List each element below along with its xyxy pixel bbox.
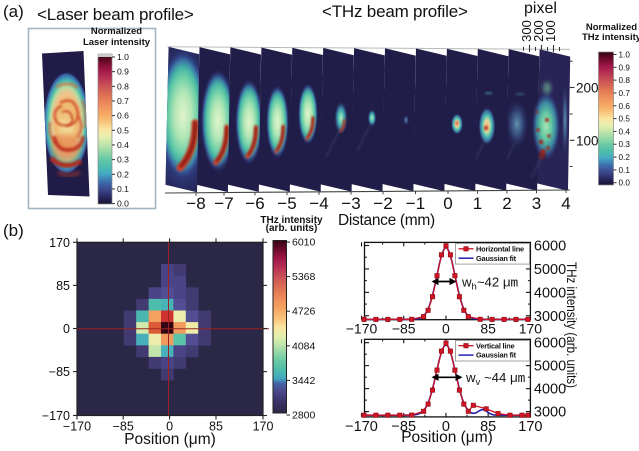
svg-text:THz intensity (arb. units): THz intensity (arb. units) <box>564 262 580 388</box>
svg-text:−85: −85 <box>113 420 134 434</box>
svg-text:−7: −7 <box>214 194 233 213</box>
svg-text:−6: −6 <box>245 194 264 213</box>
svg-text:0: 0 <box>442 321 450 337</box>
svg-text:200: 200 <box>531 20 546 42</box>
svg-text:100: 100 <box>543 20 558 42</box>
svg-text:6010: 6010 <box>292 237 316 249</box>
svg-text:0.1: 0.1 <box>117 184 129 194</box>
svg-text:85: 85 <box>56 279 70 293</box>
svg-text:0: 0 <box>443 194 452 213</box>
svg-text:0.6: 0.6 <box>619 102 631 111</box>
svg-text:5000: 5000 <box>534 262 566 278</box>
svg-text:3000: 3000 <box>534 405 566 421</box>
svg-text:1.0: 1.0 <box>619 51 631 60</box>
svg-text:−170: −170 <box>346 321 378 337</box>
svg-text:3442: 3442 <box>292 375 316 387</box>
svg-text:−85: −85 <box>392 321 416 337</box>
svg-text:4: 4 <box>561 194 570 213</box>
svg-text:1.0: 1.0 <box>117 52 129 62</box>
svg-text:0.5: 0.5 <box>619 115 631 124</box>
svg-text:170: 170 <box>519 321 543 337</box>
svg-text:3: 3 <box>532 194 541 213</box>
svg-text:−1: −1 <box>406 194 425 213</box>
svg-text:−170: −170 <box>63 420 91 434</box>
svg-text:0.3: 0.3 <box>619 140 631 149</box>
svg-text:3000: 3000 <box>534 309 566 325</box>
svg-text:0.4: 0.4 <box>619 127 631 136</box>
svg-text:−170: −170 <box>42 409 70 423</box>
svg-text:2: 2 <box>502 194 511 213</box>
svg-text:0.0: 0.0 <box>619 179 631 188</box>
svg-text:−3: −3 <box>341 194 360 213</box>
svg-text:0.9: 0.9 <box>619 63 631 72</box>
svg-text:−5: −5 <box>277 194 296 213</box>
svg-text:0.7: 0.7 <box>117 96 129 106</box>
svg-text:4084: 4084 <box>292 340 316 352</box>
svg-text:4726: 4726 <box>292 306 316 318</box>
svg-text:Gaussian fit: Gaussian fit <box>476 351 517 360</box>
svg-text:0.0: 0.0 <box>117 199 129 209</box>
svg-text:85: 85 <box>209 420 223 434</box>
svg-text:−170: −170 <box>345 419 378 435</box>
svg-text:0.2: 0.2 <box>619 153 631 162</box>
svg-text:0.6: 0.6 <box>117 111 129 121</box>
svg-text:−85: −85 <box>49 365 70 379</box>
svg-text:0: 0 <box>63 322 70 336</box>
svg-text:85: 85 <box>480 321 496 337</box>
svg-text:−2: −2 <box>373 194 392 213</box>
svg-text:0.2: 0.2 <box>117 169 129 179</box>
svg-text:0.1: 0.1 <box>619 166 631 175</box>
svg-text:wv ~44 µm: wv ~44 µm <box>465 370 526 388</box>
svg-text:4000: 4000 <box>534 382 566 398</box>
svg-text:Vertical line: Vertical line <box>476 341 515 350</box>
svg-text:300: 300 <box>519 20 534 42</box>
svg-text:0: 0 <box>442 419 450 435</box>
svg-text:0.5: 0.5 <box>117 125 129 135</box>
svg-text:0.8: 0.8 <box>619 76 631 85</box>
svg-text:0.9: 0.9 <box>117 67 129 77</box>
svg-text:Gaussian fit: Gaussian fit <box>476 254 517 263</box>
svg-text:170: 170 <box>49 236 70 250</box>
svg-text:2800: 2800 <box>292 410 316 422</box>
svg-text:0.8: 0.8 <box>117 81 129 91</box>
svg-text:5000: 5000 <box>534 359 566 375</box>
svg-text:−4: −4 <box>309 194 328 213</box>
svg-text:170: 170 <box>518 419 542 435</box>
svg-text:200: 200 <box>576 81 599 96</box>
svg-text:170: 170 <box>253 420 274 434</box>
svg-text:1: 1 <box>473 194 482 213</box>
svg-text:Horizontal line: Horizontal line <box>476 244 524 253</box>
svg-text:0.7: 0.7 <box>619 89 631 98</box>
svg-text:−8: −8 <box>186 194 205 213</box>
svg-text:85: 85 <box>480 419 496 435</box>
svg-text:5368: 5368 <box>292 271 316 283</box>
svg-text:4000: 4000 <box>534 285 566 301</box>
svg-text:0.3: 0.3 <box>117 155 129 165</box>
svg-text:−85: −85 <box>391 419 416 435</box>
svg-text:100: 100 <box>576 133 599 148</box>
svg-text:6000: 6000 <box>534 336 566 352</box>
svg-text:0.4: 0.4 <box>117 140 129 150</box>
svg-text:0: 0 <box>166 420 173 434</box>
svg-text:6000: 6000 <box>534 239 566 255</box>
